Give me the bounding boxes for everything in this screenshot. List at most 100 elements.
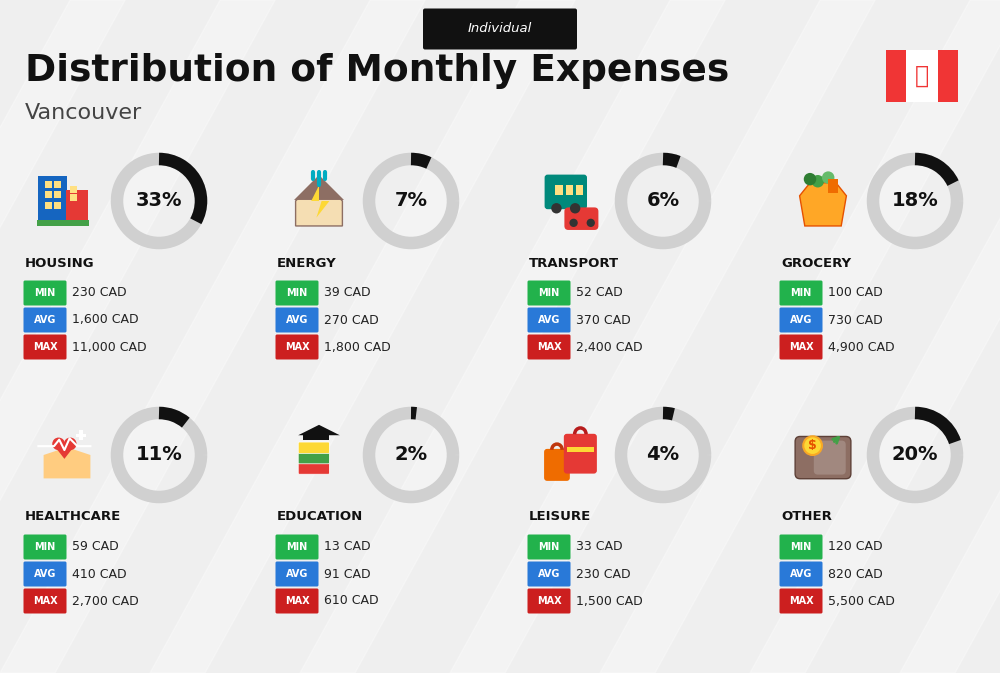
Bar: [906, 50, 938, 102]
Circle shape: [551, 203, 562, 213]
Text: 5,500 CAD: 5,500 CAD: [828, 594, 895, 608]
Circle shape: [64, 437, 77, 450]
FancyBboxPatch shape: [24, 534, 66, 559]
FancyBboxPatch shape: [544, 449, 570, 481]
FancyBboxPatch shape: [24, 588, 66, 614]
Text: MAX: MAX: [285, 342, 309, 352]
Bar: [54, 202, 61, 209]
FancyBboxPatch shape: [276, 534, 318, 559]
Polygon shape: [800, 183, 846, 226]
Text: 610 CAD: 610 CAD: [324, 594, 379, 608]
Text: 18%: 18%: [892, 192, 938, 211]
Bar: [828, 178, 838, 193]
Text: 59 CAD: 59 CAD: [72, 540, 119, 553]
FancyBboxPatch shape: [564, 207, 598, 230]
Bar: [45, 191, 52, 199]
FancyBboxPatch shape: [528, 308, 570, 332]
Text: GROCERY: GROCERY: [781, 256, 851, 269]
FancyBboxPatch shape: [779, 588, 822, 614]
FancyBboxPatch shape: [298, 463, 329, 474]
FancyBboxPatch shape: [779, 561, 822, 586]
FancyBboxPatch shape: [564, 434, 597, 474]
Text: MIN: MIN: [790, 542, 812, 552]
Text: 13 CAD: 13 CAD: [324, 540, 371, 553]
Text: AVG: AVG: [34, 569, 56, 579]
FancyBboxPatch shape: [779, 334, 822, 359]
Circle shape: [569, 219, 578, 227]
Text: OTHER: OTHER: [781, 511, 832, 524]
Text: ENERGY: ENERGY: [277, 256, 337, 269]
Text: 230 CAD: 230 CAD: [576, 567, 631, 581]
Bar: [45, 202, 52, 209]
Text: TRANSPORT: TRANSPORT: [529, 256, 619, 269]
Text: 33 CAD: 33 CAD: [576, 540, 623, 553]
Text: MIN: MIN: [538, 288, 560, 298]
Text: 6%: 6%: [646, 192, 680, 211]
Bar: [303, 435, 329, 440]
Text: 120 CAD: 120 CAD: [828, 540, 883, 553]
FancyBboxPatch shape: [779, 308, 822, 332]
FancyBboxPatch shape: [423, 9, 577, 50]
Bar: [54, 191, 61, 199]
Text: MIN: MIN: [790, 288, 812, 298]
Text: MIN: MIN: [286, 288, 308, 298]
Polygon shape: [294, 175, 344, 200]
Polygon shape: [296, 178, 342, 226]
Text: MAX: MAX: [285, 596, 309, 606]
Bar: [70, 194, 77, 201]
Bar: [70, 186, 77, 193]
Text: MAX: MAX: [33, 596, 57, 606]
Text: AVG: AVG: [286, 569, 308, 579]
Bar: [566, 185, 573, 194]
Text: MAX: MAX: [537, 596, 561, 606]
Text: 52 CAD: 52 CAD: [576, 287, 623, 299]
FancyBboxPatch shape: [24, 561, 66, 586]
Text: 410 CAD: 410 CAD: [72, 567, 127, 581]
Text: 370 CAD: 370 CAD: [576, 314, 631, 326]
Text: 270 CAD: 270 CAD: [324, 314, 379, 326]
Text: HOUSING: HOUSING: [25, 256, 95, 269]
Polygon shape: [53, 444, 76, 459]
Text: AVG: AVG: [538, 315, 560, 325]
Polygon shape: [44, 447, 90, 479]
FancyBboxPatch shape: [24, 334, 66, 359]
Text: Vancouver: Vancouver: [25, 103, 142, 123]
Circle shape: [570, 203, 580, 213]
FancyBboxPatch shape: [276, 308, 318, 332]
Text: MAX: MAX: [537, 342, 561, 352]
FancyBboxPatch shape: [298, 442, 329, 454]
Bar: [45, 181, 52, 188]
Text: MAX: MAX: [789, 596, 813, 606]
Text: 1,600 CAD: 1,600 CAD: [72, 314, 139, 326]
Bar: [886, 50, 906, 102]
FancyBboxPatch shape: [528, 334, 570, 359]
Text: 820 CAD: 820 CAD: [828, 567, 883, 581]
Polygon shape: [298, 425, 340, 435]
FancyBboxPatch shape: [528, 281, 570, 306]
Circle shape: [812, 175, 824, 188]
Text: 39 CAD: 39 CAD: [324, 287, 371, 299]
Text: HEALTHCARE: HEALTHCARE: [25, 511, 121, 524]
Text: LEISURE: LEISURE: [529, 511, 591, 524]
FancyBboxPatch shape: [24, 281, 66, 306]
FancyBboxPatch shape: [528, 588, 570, 614]
Circle shape: [804, 173, 816, 185]
Text: 7%: 7%: [395, 192, 428, 211]
Bar: [555, 185, 563, 194]
Text: MIN: MIN: [286, 542, 308, 552]
Text: 🍁: 🍁: [915, 64, 929, 88]
Text: MIN: MIN: [34, 542, 56, 552]
FancyBboxPatch shape: [795, 437, 851, 479]
Text: AVG: AVG: [790, 569, 812, 579]
Text: 100 CAD: 100 CAD: [828, 287, 883, 299]
Text: 33%: 33%: [136, 192, 182, 211]
Bar: [76, 433, 86, 437]
Text: 4,900 CAD: 4,900 CAD: [828, 341, 895, 353]
FancyBboxPatch shape: [814, 441, 846, 474]
Text: MAX: MAX: [33, 342, 57, 352]
Text: 11%: 11%: [136, 446, 182, 464]
Text: Distribution of Monthly Expenses: Distribution of Monthly Expenses: [25, 53, 729, 89]
Bar: [54, 181, 61, 188]
Circle shape: [803, 436, 822, 455]
Bar: [79, 430, 83, 440]
